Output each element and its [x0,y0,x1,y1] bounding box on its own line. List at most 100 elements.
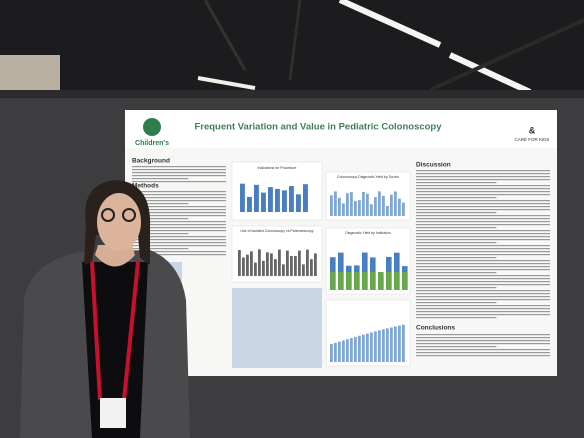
text-line [416,337,550,339]
text-line [132,251,226,253]
chart-bar-decoration [350,192,353,216]
chart-bar-decoration [330,272,336,290]
chart-bar-decoration [378,191,381,216]
chart-bar-decoration [274,259,277,276]
chart-bar-decoration [370,272,376,290]
chart-bar-decoration [362,252,368,290]
chart-bar-decoration [366,333,369,362]
lanyard [90,261,140,401]
chart-bar-decoration [338,252,344,290]
text-line [416,188,550,190]
chart-bar-decoration [242,257,245,276]
chart-bar-decoration [246,254,249,276]
chart-bar-decoration [374,331,377,362]
text-line [132,181,226,183]
chart-bar-decoration [247,196,252,212]
text-line [416,293,550,295]
text-line [416,308,550,310]
text-line [132,206,226,208]
text-line [416,197,497,199]
chart-bar-decoration [386,328,389,362]
chart-bar-decoration [254,262,257,276]
text-line [416,185,550,187]
text-line [416,284,550,286]
section-heading: Background [132,158,170,165]
text-line [416,302,497,304]
text-line [416,349,550,351]
text-line [132,178,189,180]
text-line [132,169,226,171]
text-line [416,343,550,345]
text-line [416,191,550,193]
chart-bar-decoration [286,250,289,276]
ceiling-beam [203,0,247,71]
chart-bar-decoration [374,197,377,216]
neck [95,245,135,267]
text-line [132,191,226,193]
text-line [416,218,550,220]
text-line [416,340,550,342]
text-line [132,197,226,199]
chart-bar-decoration [362,272,368,290]
text-line [132,218,189,220]
text-line [416,248,550,250]
chart-bar-decoration [370,204,373,216]
ceiling-light [448,52,532,95]
text-line [416,275,550,277]
text-line [416,299,550,301]
text-line [416,209,550,211]
chart-bar-decoration [238,250,241,276]
text-line [416,173,550,175]
text-line [132,245,226,247]
text-line [132,242,226,244]
chart-bar-decoration [354,272,360,290]
text-line [132,254,226,256]
chart-bar-decoration [386,206,389,216]
text-line [416,242,497,244]
text-line [416,346,497,348]
text-line [416,355,550,357]
chart-bar-decoration [362,191,365,216]
text-line [416,296,550,298]
face [97,193,141,251]
text-line [416,269,550,271]
glasses [122,208,136,222]
chart-bar-decoration [338,341,341,362]
chart-bar-decoration [303,184,308,212]
text-line [416,206,550,208]
text-line [416,352,550,354]
chart-bar-decoration [294,256,297,276]
chart-bar-decoration [306,249,309,276]
text-line [132,224,226,226]
chart-bar-decoration [382,329,385,362]
ceiling [0,0,584,95]
chart-bar-decoration [268,187,273,212]
chart-bar-decoration [270,253,273,276]
chart-bar-decoration [250,251,253,276]
wall-corner [0,55,60,90]
ceiling-light [197,76,256,90]
text-line [132,194,226,196]
chart-bar-decoration [398,198,401,216]
ceiling-light [338,0,442,48]
text-line [416,245,550,247]
chart-bar-decoration [330,344,333,362]
chart-bar-decoration [402,202,405,216]
text-line [416,203,550,205]
text-line [416,305,550,307]
text-line [132,248,189,250]
chart-bar-decoration [394,191,397,216]
chart-bar-decoration [334,342,337,362]
chart-bar-decoration [394,252,400,290]
text-line [416,290,550,292]
text-line [416,260,550,262]
poster-header [125,110,557,148]
chart-bar-decoration [334,191,337,216]
text-line [416,227,497,229]
text-line [132,166,226,168]
text-line [416,317,497,319]
chart-bar-decoration [350,338,353,362]
text-line [416,263,550,265]
chart-bar-decoration [240,183,245,212]
